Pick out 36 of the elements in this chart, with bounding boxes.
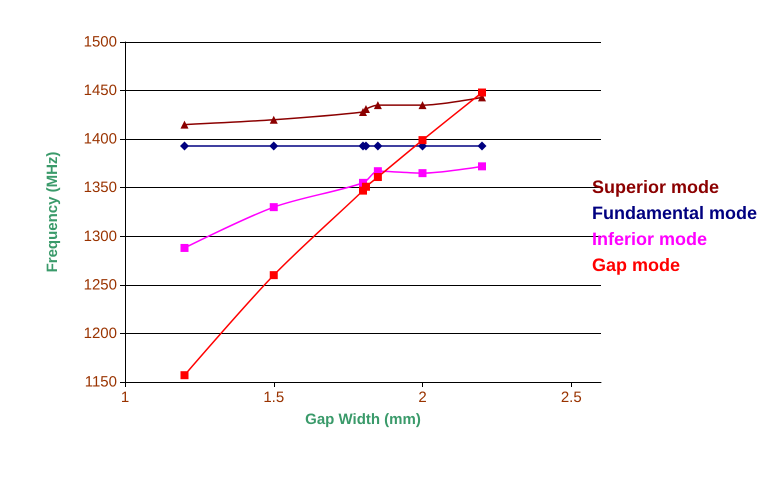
- text: Superior mode: [592, 177, 720, 197]
- point: [374, 173, 382, 182]
- y-tick-label: 1450: [84, 82, 117, 100]
- y-tick-label: 1300: [84, 228, 117, 245]
- point: [362, 182, 370, 191]
- x-axis-title: Gap Width (mm): [305, 411, 421, 428]
- point: [180, 244, 188, 252]
- y-tick-label: 1400: [84, 130, 117, 148]
- point: [418, 101, 426, 110]
- y-tick-label: 1150: [84, 374, 117, 390]
- point: [478, 141, 486, 150]
- x-tick-label: 1.5: [263, 389, 284, 406]
- point: [269, 141, 278, 150]
- point: [374, 101, 382, 110]
- point: [270, 116, 278, 124]
- y-tick-label: 1500: [84, 34, 117, 50]
- y-axis-title: Frequency (MHz): [44, 152, 61, 272]
- x-tick-label: 2: [418, 389, 427, 406]
- point: [418, 136, 426, 144]
- x-tick-label: 1: [120, 389, 130, 406]
- point: [373, 141, 382, 150]
- point: [270, 203, 278, 212]
- point: [180, 141, 189, 150]
- y-tick-label: 1200: [84, 324, 117, 342]
- text: Gap mode: [592, 255, 680, 275]
- point: [478, 162, 486, 170]
- y-tick-label: 1250: [84, 276, 117, 294]
- text: Fundamental mode: [592, 203, 757, 223]
- point: [478, 88, 486, 97]
- x-tick-label: 2.5: [560, 389, 582, 406]
- point: [418, 169, 426, 178]
- text: Inferior mode: [592, 229, 707, 249]
- point: [180, 371, 188, 380]
- y-tick-label: 1350: [84, 179, 117, 196]
- point: [270, 271, 278, 280]
- point: [180, 120, 188, 129]
